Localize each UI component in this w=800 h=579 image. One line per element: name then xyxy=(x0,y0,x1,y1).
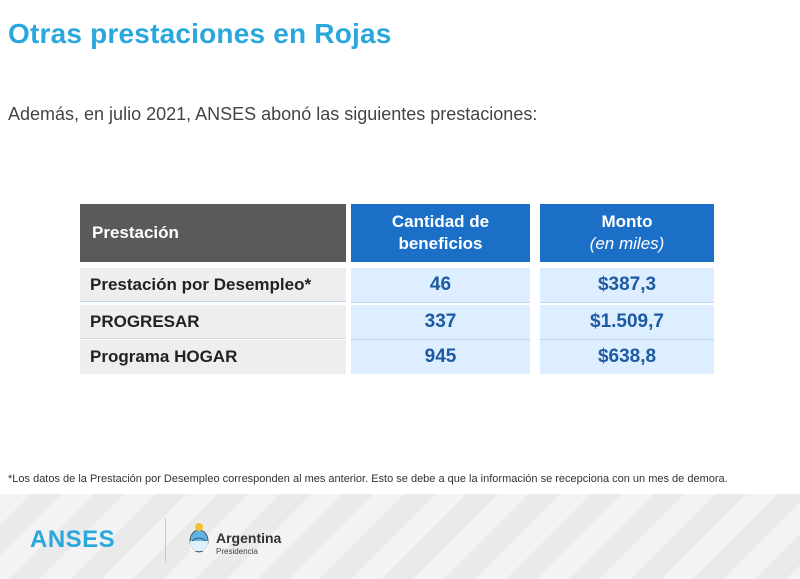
table-row: Programa HOGAR 945 $638,8 xyxy=(80,340,714,374)
row-prestacion: Programa HOGAR xyxy=(80,340,346,374)
header-monto-label: Monto xyxy=(601,212,653,231)
argentina-seal-icon xyxy=(189,523,209,553)
header-cantidad: Cantidad de beneficios xyxy=(351,204,530,262)
header-cantidad-line2: beneficios xyxy=(398,234,483,253)
row-prestacion: PROGRESAR xyxy=(80,305,346,339)
header-prestacion-label: Prestación xyxy=(92,223,179,242)
anses-logo: ANSES xyxy=(30,526,116,553)
page-title: Otras prestaciones en Rojas xyxy=(8,18,392,49)
argentina-title: Argentina xyxy=(216,530,282,546)
table-row: PROGRESAR 337 $1.509,7 xyxy=(80,305,714,340)
row-cantidad: 945 xyxy=(351,340,530,374)
header-monto: Monto (en miles) xyxy=(540,204,714,262)
header-monto-sub: (en miles) xyxy=(589,234,665,253)
row-cantidad: 337 xyxy=(351,305,530,340)
row-monto: $387,3 xyxy=(540,268,714,303)
header-prestacion: Prestación xyxy=(80,204,346,262)
row-prestacion: Prestación por Desempleo* xyxy=(80,268,346,302)
table-row: Prestación por Desempleo* 46 $387,3 xyxy=(80,268,714,303)
footer-band: ANSES Argentina Presidencia xyxy=(0,494,800,579)
row-cantidad: 46 xyxy=(351,268,530,303)
footer-divider xyxy=(165,518,166,562)
footnote: *Los datos de la Prestación por Desemple… xyxy=(8,473,728,485)
header-cantidad-line1: Cantidad de xyxy=(391,212,490,231)
row-monto: $1.509,7 xyxy=(540,305,714,340)
row-monto: $638,8 xyxy=(540,340,714,374)
argentina-subtitle: Presidencia xyxy=(216,547,258,556)
intro-text: Además, en julio 2021, ANSES abonó las s… xyxy=(8,104,538,124)
footer-stripes xyxy=(0,494,800,579)
